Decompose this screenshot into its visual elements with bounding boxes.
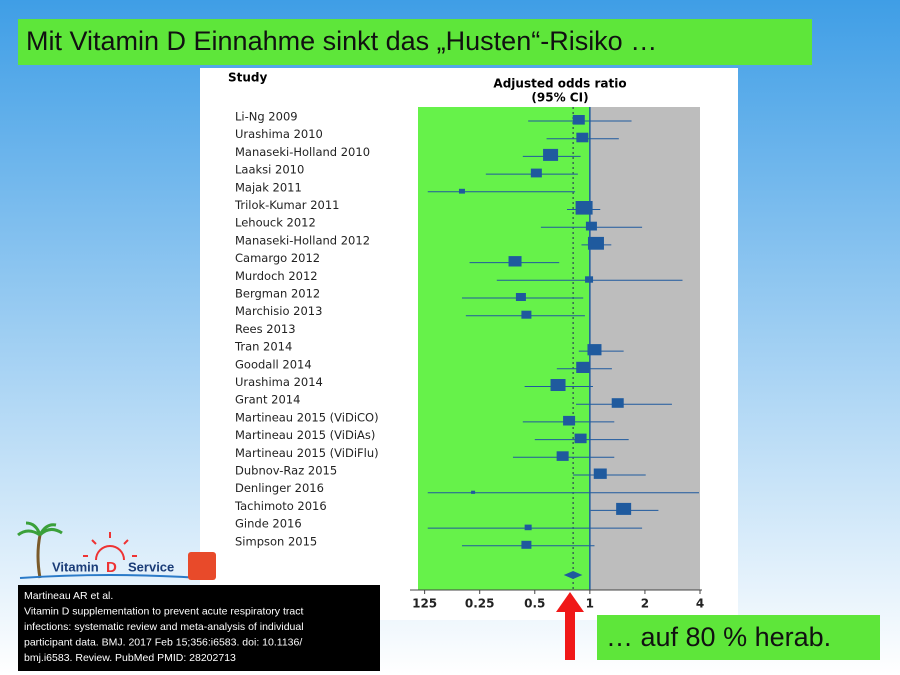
estimate-box <box>611 398 624 408</box>
study-label: Denlinger 2016 <box>235 481 324 495</box>
estimate-box <box>458 188 465 194</box>
estimate-box <box>524 524 532 531</box>
slide-title: Mit Vitamin D Einnahme sinkt das „Husten… <box>26 26 657 56</box>
x-tick-label: 1 <box>586 597 594 611</box>
estimate-box <box>521 310 532 319</box>
study-label: Trilok-Kumar 2011 <box>234 198 339 212</box>
study-label: Martineau 2015 (ViDiFlu) <box>235 446 379 460</box>
estimate-box <box>593 468 607 479</box>
citation-line: Vitamin D supplementation to prevent acu… <box>24 605 303 617</box>
logo-word: Service <box>128 559 174 574</box>
estimate-box <box>575 201 593 215</box>
against-region <box>589 107 700 590</box>
citation-line: infections: systematic review and meta-a… <box>24 621 304 633</box>
study-header: Study <box>228 71 268 85</box>
study-label: Tran 2014 <box>234 340 292 354</box>
citation: Martineau AR et al. Vitamin D supplementa… <box>24 590 304 664</box>
study-label: Camargo 2012 <box>235 251 320 265</box>
study-label: Urashima 2010 <box>235 127 323 141</box>
study-label: Simpson 2015 <box>235 534 317 548</box>
study-label: Marchisio 2013 <box>235 304 322 318</box>
effect-header: Adjusted odds ratio <box>493 77 626 91</box>
estimate-box <box>521 540 532 549</box>
note: … auf 80 % herab. <box>606 622 831 652</box>
estimate-box <box>471 490 476 494</box>
study-label: Martineau 2015 (ViDiCO) <box>235 410 379 424</box>
estimate-box <box>530 168 542 178</box>
estimate-box <box>616 502 632 515</box>
study-label: Tachimoto 2016 <box>234 499 327 513</box>
estimate-box <box>550 379 566 391</box>
estimate-box <box>515 293 526 301</box>
forest-plot: 125 0.25 0.5 1 2 4 Li-Ng 2009 Urashima 2010 Mana… <box>234 107 704 611</box>
logo-word: D <box>106 559 117 576</box>
note-box <box>597 615 880 660</box>
x-tick-label: 0.5 <box>524 597 545 611</box>
study-label: Rees 2013 <box>235 322 296 336</box>
study-label: Grant 2014 <box>235 393 300 407</box>
study-label: Goodall 2014 <box>235 357 312 371</box>
citation-line: bmj.i6583. Review. PubMed PMID: 28202713 <box>24 652 236 664</box>
study-label: Laaksi 2010 <box>235 163 304 177</box>
study-label: Ginde 2016 <box>235 517 302 531</box>
study-label: Lehouck 2012 <box>235 216 316 230</box>
logo: Vitamin D Service <box>17 521 216 580</box>
study-label: Murdoch 2012 <box>235 269 318 283</box>
study-label: Martineau 2015 (ViDiAs) <box>235 428 375 442</box>
study-label: Li-Ng 2009 <box>235 110 298 124</box>
estimate-box <box>508 256 522 267</box>
study-label: Manaseki-Holland 2010 <box>235 145 370 159</box>
estimate-box <box>576 132 589 143</box>
estimate-box <box>543 148 559 161</box>
favour-region <box>418 107 590 590</box>
citation-box <box>18 585 380 671</box>
pooled-diamond <box>563 571 583 579</box>
estimate-box <box>587 236 604 250</box>
estimate-box <box>572 115 585 125</box>
study-label: Majak 2011 <box>235 180 302 194</box>
x-tick-label: 125 <box>412 597 437 611</box>
study-label: Urashima 2014 <box>235 375 323 389</box>
logo-word: Vitamin <box>52 559 99 574</box>
citation-line: Martineau AR et al. <box>24 590 113 602</box>
citation-line: participant data. BMJ. 2017 Feb 15;356:i… <box>24 636 302 648</box>
estimate-box <box>587 344 602 356</box>
study-label: Dubnov-Raz 2015 <box>235 464 337 478</box>
title-box <box>18 19 812 65</box>
estimate-box <box>585 221 597 231</box>
x-tick-label: 4 <box>696 597 704 611</box>
study-label: Manaseki-Holland 2012 <box>235 233 370 247</box>
estimate-box <box>563 415 576 426</box>
x-tick-label: 2 <box>641 597 649 611</box>
estimate-box <box>556 451 569 461</box>
effect-subheader: (95% CI) <box>531 91 588 105</box>
arrow <box>556 592 584 660</box>
estimate-box <box>576 361 591 373</box>
x-tick-label: 0.25 <box>465 597 495 611</box>
estimate-box <box>574 433 587 444</box>
estimate-box <box>585 276 594 283</box>
study-label: Bergman 2012 <box>235 287 320 301</box>
